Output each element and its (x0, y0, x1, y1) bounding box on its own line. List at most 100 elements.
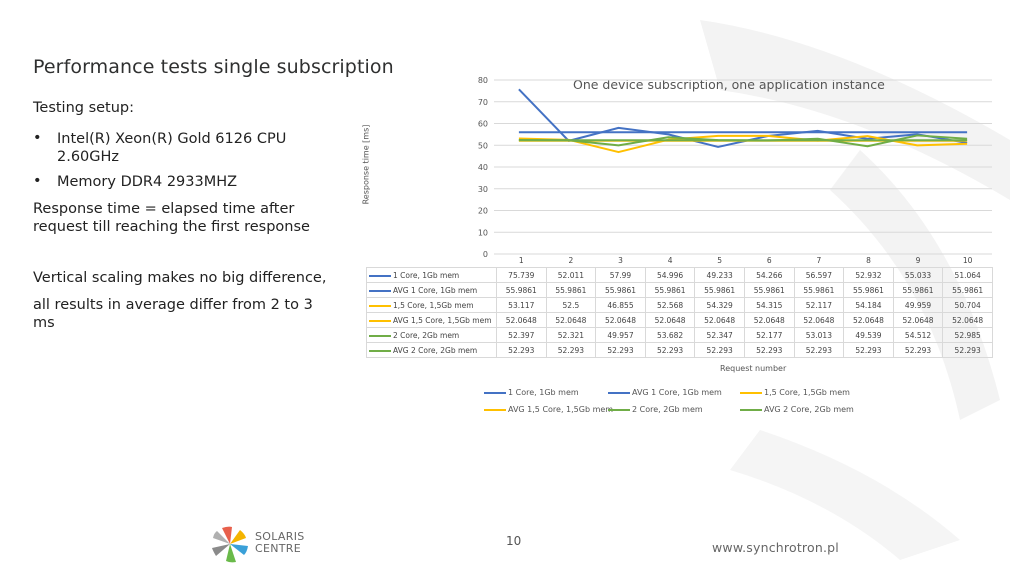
series-swatch (369, 349, 391, 352)
data-value-cell: 52.293 (793, 342, 845, 358)
series-name: AVG 1 Core, 1Gb mem (393, 285, 478, 295)
website-link[interactable]: www.synchrotron.pl (712, 540, 839, 555)
legend-label: 1,5 Core, 1,5Gb mem (764, 388, 850, 397)
data-value-cell: 52.0648 (644, 312, 696, 328)
legend-label: AVG 1 Core, 1Gb mem (632, 388, 722, 397)
logo-line-1: SOLARIS (255, 530, 305, 543)
data-value-cell: 51.064 (942, 267, 993, 283)
series-swatch (369, 289, 391, 292)
bullet-memory-text: Memory DDR4 2933MHZ (57, 174, 238, 190)
data-value-cell: 52.293 (743, 342, 795, 358)
x-tick-label: 2 (546, 253, 596, 268)
bullet-cpu-text: Intel(R) Xeon(R) Gold 6126 CPU 2.60GHz (57, 131, 287, 165)
legend-label: AVG 1,5 Core, 1,5Gb mem (508, 405, 614, 414)
page-number: 10 (506, 534, 522, 548)
data-value-cell: 53.682 (644, 327, 696, 343)
data-value-cell: 52.293 (694, 342, 745, 358)
data-value-cell: 54.315 (743, 297, 795, 313)
x-axis-label: Request number (720, 364, 787, 373)
chart-title: One device subscription, one application… (573, 77, 885, 92)
series-swatch (369, 319, 391, 322)
data-value-cell: 54.512 (892, 327, 944, 343)
data-value-cell: 54.184 (843, 297, 894, 313)
bullet-marker: • (33, 130, 42, 146)
legend-entry: 1,5 Core, 1,5Gb mem (740, 388, 850, 397)
solaris-logo-icon (212, 526, 248, 563)
data-value-cell: 52.5 (545, 297, 597, 313)
data-value-cell: 52.321 (545, 327, 597, 343)
x-tick-label: 3 (595, 253, 646, 268)
legend-entry: 2 Core, 2Gb mem (608, 405, 703, 414)
legend-swatch (484, 391, 506, 394)
bullet-marker: • (33, 173, 42, 189)
page-title: Performance tests single subscription (33, 56, 394, 78)
legend-entry: AVG 2 Core, 2Gb mem (740, 405, 854, 414)
series-name: 2 Core, 2Gb mem (393, 330, 460, 340)
table-row: 2 Core, 2Gb mem 52.397 52.321 49.957 53.682 5… (366, 327, 993, 343)
data-value-cell: 53.013 (793, 327, 845, 343)
legend-entry: AVG 1,5 Core, 1,5Gb mem (484, 405, 613, 414)
data-value-cell: 52.0648 (545, 312, 597, 328)
legend-label: AVG 2 Core, 2Gb mem (764, 405, 854, 414)
data-value-cell: 56.597 (793, 267, 845, 283)
series-label-cell: 1 Core, 1Gb mem (366, 267, 497, 283)
data-value-cell: 46.855 (595, 297, 646, 313)
testing-setup-label: Testing setup: (33, 100, 135, 116)
series-name: AVG 2 Core, 2Gb mem (393, 345, 478, 355)
vertical-scaling-note: Vertical scaling makes no big difference… (33, 270, 327, 286)
data-value-cell: 49.959 (892, 297, 944, 313)
response-time-definition: Response time = elapsed time after reque… (33, 201, 310, 235)
table-header-row: 1 2 3 4 5 6 7 8 9 10 (367, 253, 993, 268)
series-name: 1,5 Core, 1,5Gb mem (393, 300, 474, 310)
data-value-cell: 52.568 (644, 297, 696, 313)
legend-label: 2 Core, 2Gb mem (632, 405, 703, 414)
table-row: 1 Core, 1Gb mem 75.739 52.011 57.99 54.996 49… (366, 267, 993, 283)
data-value-cell: 52.0648 (793, 312, 845, 328)
data-value-cell: 55.9861 (743, 282, 795, 298)
data-value-cell: 52.985 (942, 327, 993, 343)
data-value-cell: 52.0648 (694, 312, 745, 328)
data-value-cell: 54.329 (694, 297, 745, 313)
x-tick-label: 9 (893, 253, 943, 268)
data-value-cell: 49.233 (694, 267, 745, 283)
legend-swatch (608, 391, 630, 394)
data-table: 1 2 3 4 5 6 7 8 9 10 1 Core, 1Gb mem 75.739 52.011 57… (366, 253, 993, 358)
data-value-cell: 52.0648 (843, 312, 894, 328)
data-value-cell: 49.957 (595, 327, 646, 343)
legend-entry: 1 Core, 1Gb mem (484, 388, 579, 397)
legend-swatch (608, 408, 630, 411)
solaris-centre-wordmark: SOLARIS CENTRE (255, 531, 305, 555)
data-value-cell: 55.9861 (644, 282, 696, 298)
data-value-cell: 52.293 (843, 342, 894, 358)
bullet-cpu: • Intel(R) Xeon(R) Gold 6126 CPU 2.60GHz (33, 130, 333, 166)
data-value-cell: 52.293 (595, 342, 646, 358)
data-value-cell: 52.293 (942, 342, 993, 358)
average-difference-note: all results in average differ from 2 to … (33, 297, 313, 331)
data-value-cell: 57.99 (595, 267, 646, 283)
data-value-cell: 52.293 (545, 342, 597, 358)
data-value-cell: 53.117 (496, 297, 547, 313)
table-row: 1,5 Core, 1,5Gb mem 53.117 52.5 46.855 52.56… (366, 297, 993, 313)
data-value-cell: 54.996 (644, 267, 696, 283)
data-value-cell: 49.539 (843, 327, 894, 343)
data-value-cell: 50.704 (942, 297, 993, 313)
x-tick-label: 4 (645, 253, 695, 268)
x-tick-label: 8 (843, 253, 894, 268)
data-value-cell: 52.011 (545, 267, 597, 283)
y-axis-label: Response time [ms] (361, 124, 371, 205)
table-row: AVG 1 Core, 1Gb mem 55.9861 55.9861 55.9861… (366, 282, 993, 298)
series-swatch (369, 274, 391, 277)
data-value-cell: 54.266 (743, 267, 795, 283)
data-value-cell: 52.0648 (942, 312, 993, 328)
series-label-cell: AVG 1 Core, 1Gb mem (366, 282, 497, 298)
data-value-cell: 52.0648 (743, 312, 795, 328)
series-label-cell: 1,5 Core, 1,5Gb mem (366, 297, 497, 313)
legend-swatch (740, 408, 762, 411)
series-label-cell: AVG 2 Core, 2Gb mem (366, 342, 497, 358)
data-value-cell: 52.293 (496, 342, 547, 358)
data-value-cell: 52.347 (694, 327, 745, 343)
x-tick-label: 5 (694, 253, 745, 268)
table-corner-cell (367, 253, 497, 268)
x-tick-label: 1 (496, 253, 547, 268)
data-value-cell: 52.0648 (496, 312, 547, 328)
